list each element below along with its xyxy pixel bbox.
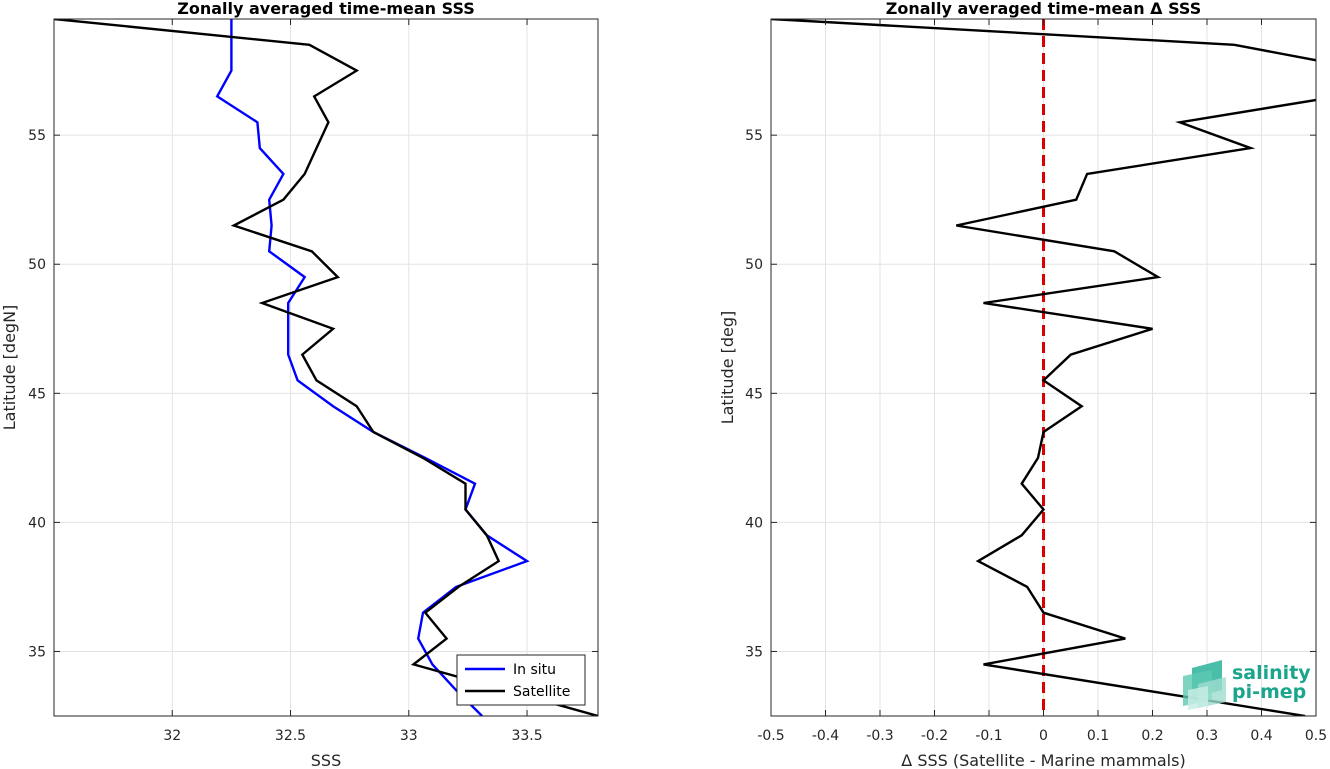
x-tick-label: 0 bbox=[1039, 728, 1048, 744]
series-line-series-0 bbox=[771, 19, 1316, 716]
y-tick-label: 55 bbox=[28, 128, 46, 144]
y-tick-label: 50 bbox=[745, 257, 763, 273]
logo-text-line2: pi-mep bbox=[1232, 681, 1306, 703]
legend-label: Satellite bbox=[513, 684, 570, 700]
left-panel: 32 32.5 33 33.5 35 40 45 50 55 Zonally averaged t… bbox=[0, 0, 599, 769]
x-tick-label: 0.1 bbox=[1087, 728, 1109, 744]
legend: In situ Satellite bbox=[456, 654, 586, 706]
y-tick-label: 45 bbox=[745, 386, 763, 402]
y-tick-label: 35 bbox=[745, 644, 763, 660]
x-tick-label: -0.5 bbox=[757, 728, 784, 744]
x-tick-label: 0.3 bbox=[1196, 728, 1218, 744]
series-line-in-situ bbox=[215, 19, 530, 716]
chart-title: Zonally averaged time-mean SSS bbox=[177, 0, 475, 18]
chart-title: Zonally averaged time-mean Δ SSS bbox=[886, 0, 1202, 18]
legend-label: In situ bbox=[513, 662, 556, 678]
y-tick-label: 55 bbox=[745, 128, 763, 144]
logo-text-line1: salinity bbox=[1232, 662, 1311, 684]
axes-box bbox=[53, 18, 599, 717]
salinity-pimep-logo: salinity pi-mep bbox=[1183, 660, 1311, 710]
x-tick-label: 0.4 bbox=[1250, 728, 1272, 744]
plot-area bbox=[54, 19, 598, 716]
legend-box bbox=[456, 654, 586, 706]
x-axis-label: Δ SSS (Satellite - Marine mammals) bbox=[901, 751, 1185, 769]
x-tick-label: 33 bbox=[400, 728, 418, 744]
y-axis-label: Latitude [degN] bbox=[0, 305, 19, 431]
right-panel: -0.5 -0.4 -0.3 -0.2 -0.1 0 0.1 0.2 0.3 0.4 0.5 35 40… bbox=[718, 0, 1327, 769]
series-line-satellite bbox=[54, 19, 598, 716]
logo-mark-icon bbox=[1183, 660, 1226, 710]
y-tick-label: 40 bbox=[745, 515, 763, 531]
y-axis-label: Latitude [deg] bbox=[718, 311, 737, 425]
x-tick-label: 32 bbox=[163, 728, 181, 744]
y-tick-label: 50 bbox=[28, 257, 46, 273]
x-axis-label: SSS bbox=[311, 751, 341, 769]
y-tick-label: 35 bbox=[28, 644, 46, 660]
x-tick-label: -0.2 bbox=[921, 728, 948, 744]
x-tick-label: 0.5 bbox=[1305, 728, 1327, 744]
x-tick-label: -0.1 bbox=[975, 728, 1002, 744]
x-tick-label: 33.5 bbox=[511, 728, 542, 744]
x-tick-label: -0.3 bbox=[866, 728, 893, 744]
x-tick-label: 32.5 bbox=[275, 728, 306, 744]
x-tick-label: 0.2 bbox=[1141, 728, 1163, 744]
x-tick-label: -0.4 bbox=[812, 728, 839, 744]
y-tick-label: 40 bbox=[28, 515, 46, 531]
y-tick-label: 45 bbox=[28, 386, 46, 402]
